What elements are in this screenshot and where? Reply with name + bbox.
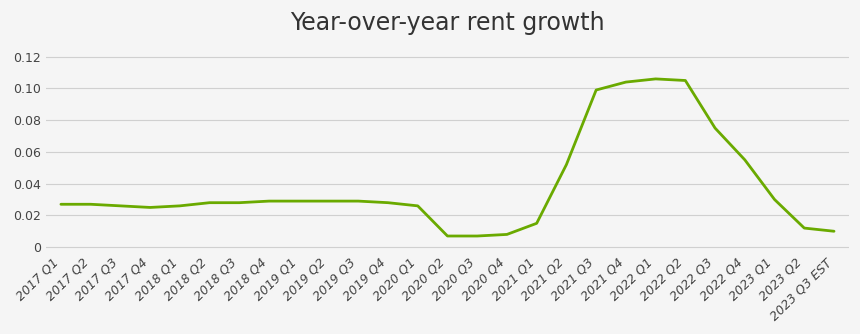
Title: Year-over-year rent growth: Year-over-year rent growth — [290, 11, 605, 35]
